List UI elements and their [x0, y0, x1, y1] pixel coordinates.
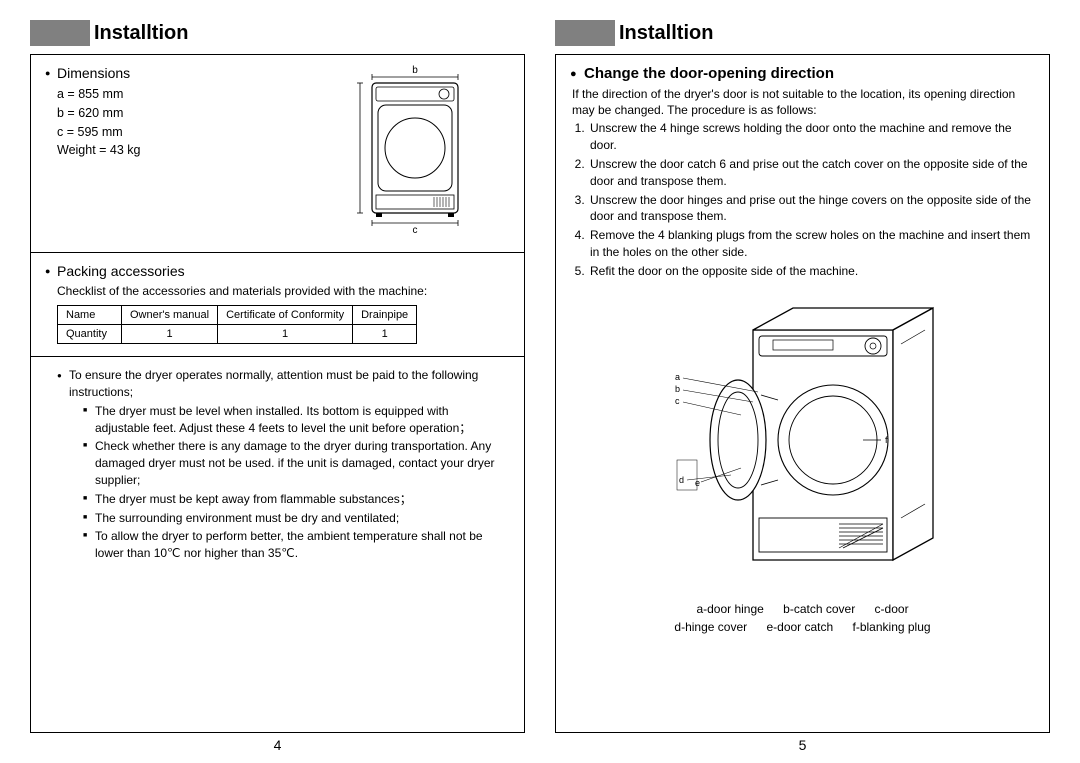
legend-b: b-catch cover: [783, 602, 855, 616]
dim-a: a = 855 mm: [57, 85, 141, 104]
note-item: The surrounding environment must be dry …: [83, 510, 506, 527]
header-title-right: Installtion: [619, 22, 713, 45]
cell-quantity-label: Quantity: [58, 325, 122, 344]
cell-qty-2: 1: [218, 325, 353, 344]
cell-owners-manual: Owner's manual: [121, 306, 217, 325]
page-left: Installtion Dimensions a = 855 mm b = 62…: [30, 20, 525, 753]
legend-d: d-hinge cover: [674, 620, 747, 634]
fig-label-c: c: [413, 225, 418, 235]
dim-c: c = 595 mm: [57, 123, 141, 142]
note-item: The dryer must be level when installed. …: [83, 403, 506, 437]
change-door-intro: If the direction of the dryer's door is …: [570, 86, 1035, 118]
change-door-steps: Unscrew the 4 hinge screws holding the d…: [570, 120, 1035, 279]
legend-f: f-blanking plug: [853, 620, 931, 634]
svg-text:c: c: [675, 396, 680, 406]
notes-lead-text: To ensure the dryer operates normally, a…: [69, 368, 478, 399]
legend-a: a-door hinge: [696, 602, 763, 616]
step-item: Refit the door on the opposite side of t…: [588, 263, 1035, 280]
table-row: Quantity 1 1 1: [58, 325, 417, 344]
cell-name-label: Name: [58, 306, 122, 325]
packing-heading: Packing accessories: [45, 263, 510, 279]
page-header-left: Installtion: [30, 20, 525, 46]
page-header-right: Installtion: [555, 20, 1050, 46]
svg-text:a: a: [675, 372, 680, 382]
fig-label-b: b: [412, 65, 418, 76]
notes-lead: To ensure the dryer operates normally, a…: [57, 367, 506, 562]
page-right: Installtion Change the door-opening dire…: [555, 20, 1050, 753]
svg-text:b: b: [675, 384, 680, 394]
notes-sub-list: The dryer must be level when installed. …: [69, 403, 506, 562]
dimensions-heading: Dimensions: [45, 65, 141, 81]
header-grey-block: [30, 20, 90, 46]
note-item: To allow the dryer to perform better, th…: [83, 528, 506, 562]
section-notes: To ensure the dryer operates normally, a…: [31, 357, 524, 576]
header-title-left: Installtion: [94, 22, 188, 45]
header-grey-block: [555, 20, 615, 46]
step-item: Unscrew the door hinges and prise out th…: [588, 192, 1035, 226]
cell-qty-3: 1: [353, 325, 417, 344]
legend-c: c-door: [875, 602, 909, 616]
svg-text:d: d: [679, 475, 684, 485]
cell-drainpipe: Drainpipe: [353, 306, 417, 325]
section-change-door: Change the door-opening direction If the…: [556, 55, 1049, 648]
dimensions-values: a = 855 mm b = 620 mm c = 595 mm Weight …: [45, 85, 141, 160]
dim-b: b = 620 mm: [57, 104, 141, 123]
page-number-right: 5: [555, 737, 1050, 753]
packing-intro: Checklist of the accessories and materia…: [45, 283, 510, 299]
note-item: Check whether there is any damage to the…: [83, 438, 506, 488]
cell-qty-1: 1: [121, 325, 217, 344]
door-figure-legend: a-door hinge b-catch cover c-door d-hing…: [570, 600, 1035, 636]
legend-e: e-door catch: [766, 620, 833, 634]
step-item: Unscrew the door catch 6 and prise out t…: [588, 156, 1035, 190]
step-item: Remove the 4 blanking plugs from the scr…: [588, 227, 1035, 261]
dimensions-figure: b: [340, 65, 510, 240]
section-dimensions: Dimensions a = 855 mm b = 620 mm c = 595…: [31, 55, 524, 253]
cell-certificate: Certificate of Conformity: [218, 306, 353, 325]
door-figure: f: [570, 300, 1035, 590]
page-body-left: Dimensions a = 855 mm b = 620 mm c = 595…: [30, 54, 525, 733]
packing-table: Name Owner's manual Certificate of Confo…: [57, 305, 417, 344]
section-packing: Packing accessories Checklist of the acc…: [31, 253, 524, 357]
svg-text:e: e: [695, 478, 700, 488]
page-body-right: Change the door-opening direction If the…: [555, 54, 1050, 733]
change-door-heading: Change the door-opening direction: [570, 65, 1035, 82]
step-item: Unscrew the 4 hinge screws holding the d…: [588, 120, 1035, 154]
table-row: Name Owner's manual Certificate of Confo…: [58, 306, 417, 325]
dim-weight: Weight = 43 kg: [57, 141, 141, 160]
note-item: The dryer must be kept away from flammab…: [83, 491, 506, 508]
page-number-left: 4: [30, 737, 525, 753]
